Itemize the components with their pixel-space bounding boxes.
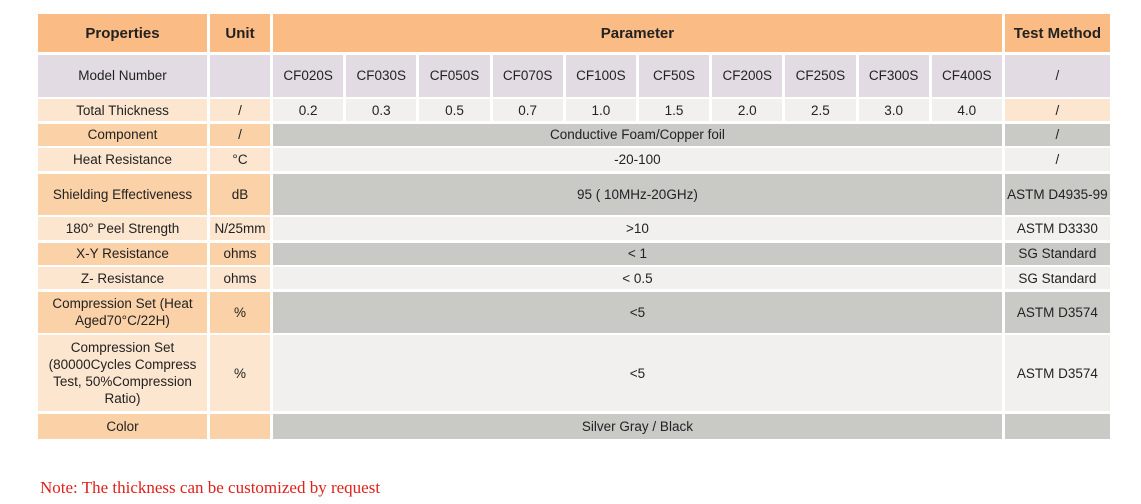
row-test-method: / xyxy=(1004,99,1110,121)
row-label: 180° Peel Strength xyxy=(38,217,207,240)
model-cell: CF200S xyxy=(712,54,783,97)
thickness-cell: 1.5 xyxy=(638,99,710,121)
model-cell: CF250S xyxy=(785,54,856,97)
thickness-cell: 0.2 xyxy=(273,99,344,121)
row-test-method: / xyxy=(1004,123,1110,146)
thickness-cell: 0.3 xyxy=(346,99,417,121)
thickness-cell: 4.0 xyxy=(931,99,1002,121)
row-value: -20-100 xyxy=(273,148,1002,171)
row-value: < 1 xyxy=(273,242,1002,265)
row-test-method: SG Standard xyxy=(1004,267,1110,289)
row-value: Silver Gray / Black xyxy=(273,413,1002,439)
model-cell: CF50S xyxy=(638,54,710,97)
row-unit: % xyxy=(210,335,270,411)
row-label: Component xyxy=(38,123,207,146)
footnote: Note: The thickness can be customized by… xyxy=(40,478,381,497)
row-label: Z- Resistance xyxy=(38,267,207,289)
model-cell: CF030S xyxy=(346,54,417,97)
thickness-cell: 2.0 xyxy=(712,99,783,121)
header-unit: Unit xyxy=(210,14,270,52)
row-test-method: ASTM D4935-99 xyxy=(1004,173,1110,215)
model-cell: CF100S xyxy=(565,54,636,97)
row-unit xyxy=(210,54,270,97)
thickness-cell: 0.7 xyxy=(492,99,563,121)
row-unit: ohms xyxy=(210,267,270,289)
header-parameter: Parameter xyxy=(273,14,1002,52)
row-test-method xyxy=(1004,413,1110,439)
row-label: Total Thickness xyxy=(38,99,207,121)
spec-table: Properties Unit Parameter Test Method Mo… xyxy=(38,14,1110,439)
row-unit: N/25mm xyxy=(210,217,270,240)
model-cell: CF020S xyxy=(273,54,344,97)
model-cell: CF300S xyxy=(858,54,929,97)
thickness-cell: 2.5 xyxy=(785,99,856,121)
thickness-cell: 1.0 xyxy=(565,99,636,121)
row-label: Heat Resistance xyxy=(38,148,207,171)
row-value: Conductive Foam/Copper foil xyxy=(273,123,1002,146)
row-unit: °C xyxy=(210,148,270,171)
model-cell: CF050S xyxy=(419,54,490,97)
thickness-cell: 0.5 xyxy=(419,99,490,121)
row-unit: / xyxy=(210,123,270,146)
row-unit: ohms xyxy=(210,242,270,265)
row-test-method: SG Standard xyxy=(1004,242,1110,265)
header-test-method: Test Method xyxy=(1004,14,1110,52)
row-test-method: / xyxy=(1004,148,1110,171)
row-value: >10 xyxy=(273,217,1002,240)
row-value: <5 xyxy=(273,291,1002,333)
header-properties: Properties xyxy=(38,14,207,52)
row-unit: % xyxy=(210,291,270,333)
row-value: 95 ( 10MHz-20GHz) xyxy=(273,173,1002,215)
row-label: Color xyxy=(38,413,207,439)
row-label: Compression Set (Heat Aged70°C/22H) xyxy=(38,291,207,333)
model-cell: CF400S xyxy=(931,54,1002,97)
row-unit xyxy=(210,413,270,439)
thickness-cell: 3.0 xyxy=(858,99,929,121)
model-cell: CF070S xyxy=(492,54,563,97)
row-unit: dB xyxy=(210,173,270,215)
row-label: X-Y Resistance xyxy=(38,242,207,265)
row-test-method: ASTM D3330 xyxy=(1004,217,1110,240)
row-test-method: / xyxy=(1004,54,1110,97)
row-value: <5 xyxy=(273,335,1002,411)
row-label: Compression Set (80000Cycles Compress Te… xyxy=(38,335,207,411)
row-test-method: ASTM D3574 xyxy=(1004,291,1110,333)
row-test-method: ASTM D3574 xyxy=(1004,335,1110,411)
row-label: Shielding Effectiveness xyxy=(38,173,207,215)
row-label: Model Number xyxy=(38,54,207,97)
row-unit: / xyxy=(210,99,270,121)
row-value: < 0.5 xyxy=(273,267,1002,289)
